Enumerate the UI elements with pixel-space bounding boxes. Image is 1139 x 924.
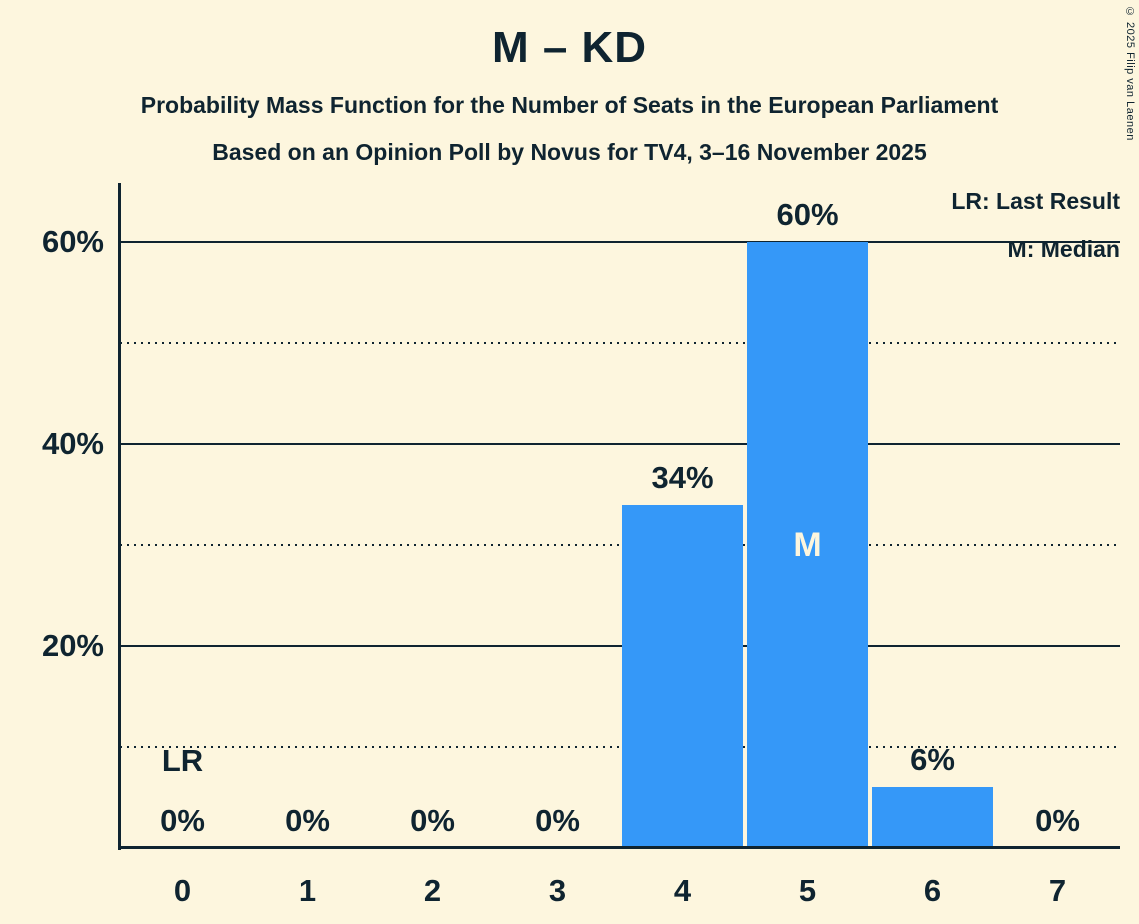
bar (747, 242, 868, 848)
bar-value-label: 34% (651, 459, 714, 495)
major-gridline (120, 645, 1120, 647)
x-axis-tick-label: 1 (298, 873, 317, 908)
chart-subtitle-line2: Based on an Opinion Poll by Novus for TV… (212, 139, 927, 165)
legend-last-result: LR: Last Result (951, 188, 1120, 214)
x-axis-tick-label: 0 (173, 873, 192, 908)
chart-subtitle-line1: Probability Mass Function for the Number… (140, 92, 999, 118)
bar-value-label: 0% (535, 803, 580, 838)
x-axis-tick-label: 7 (1048, 873, 1067, 908)
x-axis-tick-label: 4 (673, 873, 692, 908)
x-axis-tick-label: 3 (548, 873, 567, 908)
copyright-text: © 2025 Filip van Laenen (1124, 6, 1136, 141)
bar (872, 787, 993, 848)
major-gridline (120, 241, 1120, 243)
x-axis-tick-label: 6 (923, 873, 942, 908)
major-gridline (120, 443, 1120, 445)
chart-title: M – KD (491, 23, 648, 72)
x-axis-line (118, 846, 1120, 849)
x-axis-tick-label: 5 (798, 873, 817, 908)
legend-median: M: Median (1007, 236, 1120, 262)
y-axis-tick-label: 40% (41, 426, 104, 461)
bar-value-label: 0% (160, 803, 205, 838)
minor-gridline (120, 544, 1120, 546)
y-axis-tick-label: 60% (41, 224, 104, 259)
bar-value-label: 6% (910, 742, 955, 778)
last-result-annotation: LR (161, 743, 204, 778)
y-axis-tick-label: 20% (41, 628, 104, 663)
x-axis-tick-label: 2 (423, 873, 442, 908)
bar-value-label: 0% (1035, 803, 1080, 838)
median-annotation: M (793, 526, 822, 564)
bar-value-label: 0% (410, 803, 455, 838)
bar (622, 504, 743, 848)
bar-value-label: 0% (285, 803, 330, 838)
y-axis-line (118, 183, 121, 850)
minor-gridline (120, 342, 1120, 344)
minor-gridline (120, 746, 1120, 748)
bar-value-label: 60% (776, 197, 839, 232)
